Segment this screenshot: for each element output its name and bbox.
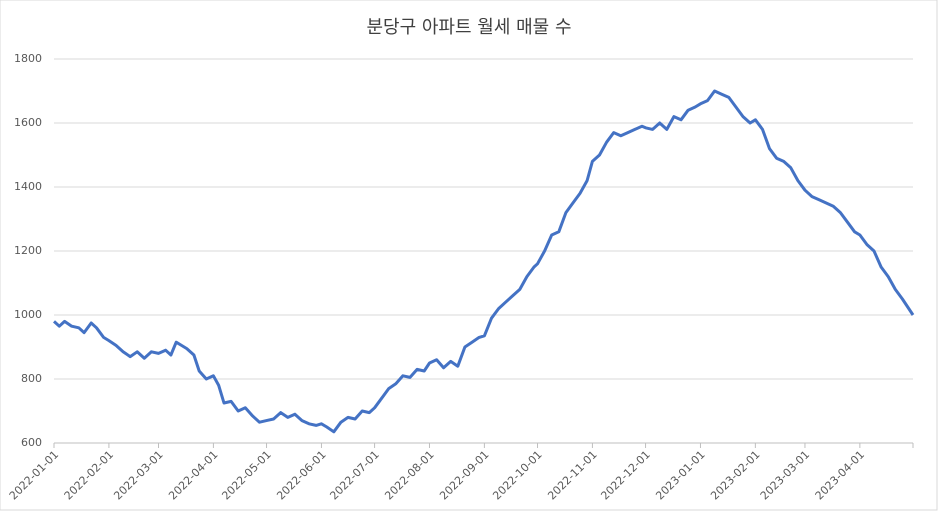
y-tick-label: 1200 [14, 244, 42, 257]
y-tick-label: 1600 [14, 116, 42, 129]
y-tick-label: 1400 [14, 180, 42, 193]
y-tick-label: 1000 [14, 308, 42, 321]
y-tick-label: 1800 [14, 52, 42, 65]
y-tick-label: 600 [21, 436, 42, 449]
data-line [52, 89, 915, 434]
y-tick-label: 800 [21, 372, 42, 385]
chart-title: 분당구 아파트 월세 매물 수 [366, 17, 571, 38]
